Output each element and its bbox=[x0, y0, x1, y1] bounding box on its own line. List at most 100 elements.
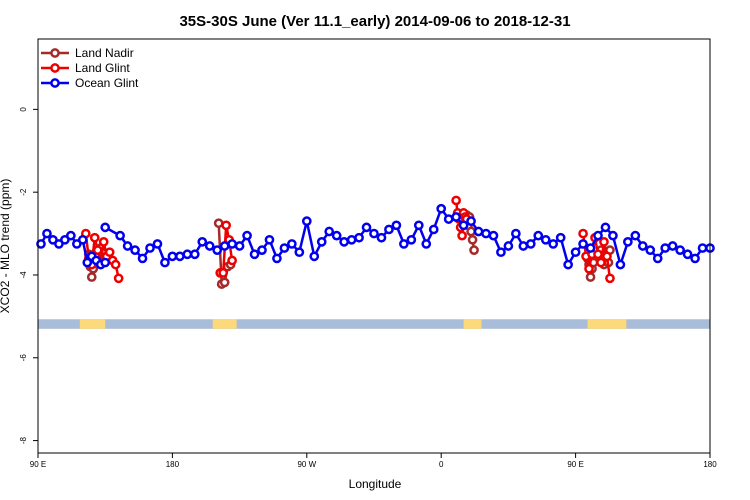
legend-marker bbox=[50, 63, 60, 73]
x-tick-label: 180 bbox=[166, 460, 180, 469]
data-point bbox=[279, 243, 290, 253]
data-point bbox=[615, 259, 626, 270]
data-point bbox=[66, 230, 76, 241]
data-point bbox=[384, 224, 394, 235]
data-point bbox=[652, 253, 663, 264]
data-point bbox=[115, 230, 125, 241]
data-point bbox=[145, 243, 155, 253]
data-point bbox=[436, 203, 447, 214]
data-point bbox=[42, 228, 52, 239]
data-point bbox=[682, 249, 693, 260]
data-point bbox=[467, 234, 478, 245]
data-point bbox=[339, 237, 349, 247]
x-axis: 90 E 180 90 W 0 90 E 180 bbox=[30, 453, 717, 469]
data-point bbox=[533, 230, 544, 241]
data-point bbox=[182, 249, 193, 260]
data-point bbox=[346, 234, 357, 245]
data-point bbox=[204, 241, 215, 251]
legend-item: Land Glint bbox=[41, 61, 130, 75]
data-point bbox=[294, 247, 305, 258]
data-point bbox=[391, 220, 402, 231]
land-region bbox=[463, 319, 482, 329]
y-tick-label: 0 bbox=[19, 107, 28, 112]
data-point bbox=[596, 257, 606, 268]
data-point bbox=[167, 251, 178, 262]
data-point bbox=[197, 237, 208, 247]
data-point bbox=[555, 232, 566, 243]
data-point bbox=[593, 230, 603, 241]
data-point bbox=[697, 243, 708, 253]
legend-label: Ocean Glint bbox=[75, 76, 139, 90]
data-point bbox=[227, 239, 237, 249]
data-point bbox=[406, 234, 417, 245]
data-point bbox=[77, 234, 88, 245]
data-point bbox=[469, 245, 479, 255]
chart-title: 35S-30S June (Ver 11.1_early) 2014-09-06… bbox=[179, 13, 570, 30]
data-point bbox=[585, 272, 596, 282]
data-point bbox=[540, 234, 551, 245]
data-point bbox=[457, 230, 467, 241]
data-point bbox=[100, 257, 111, 268]
data-point bbox=[309, 251, 320, 262]
data-point bbox=[599, 237, 609, 247]
y-tick-label: -6 bbox=[19, 354, 28, 362]
data-point bbox=[110, 259, 121, 270]
data-point bbox=[354, 232, 364, 243]
data-point bbox=[608, 230, 618, 241]
data-point bbox=[122, 241, 133, 251]
x-tick-label: 90 W bbox=[297, 460, 316, 469]
data-point bbox=[152, 239, 163, 249]
data-point bbox=[234, 241, 245, 251]
data-point bbox=[637, 241, 648, 251]
land-region bbox=[79, 319, 106, 329]
data-point bbox=[503, 241, 514, 251]
data-point bbox=[257, 245, 267, 255]
data-point bbox=[675, 245, 685, 255]
data-point bbox=[104, 247, 115, 258]
data-point bbox=[213, 218, 224, 229]
data-point bbox=[451, 212, 461, 222]
data-point bbox=[630, 230, 641, 241]
data-point bbox=[481, 228, 491, 239]
data-point bbox=[667, 241, 678, 251]
series-land-nadir bbox=[83, 210, 615, 289]
data-point bbox=[175, 251, 185, 262]
data-point bbox=[399, 239, 409, 249]
data-point bbox=[221, 220, 232, 231]
data-point bbox=[511, 228, 521, 239]
data-point bbox=[89, 232, 100, 243]
x-tick-label: 90 E bbox=[30, 460, 46, 469]
data-point bbox=[496, 247, 506, 258]
data-point bbox=[623, 237, 633, 247]
data-point bbox=[578, 239, 588, 249]
legend-item: Land Nadir bbox=[41, 46, 134, 60]
plot-frame bbox=[37, 38, 711, 454]
data-point bbox=[525, 239, 536, 249]
data-point bbox=[219, 277, 230, 288]
data-point bbox=[466, 216, 476, 227]
data-point bbox=[212, 245, 223, 255]
data-point bbox=[473, 226, 484, 237]
data-point bbox=[242, 230, 252, 241]
data-point bbox=[361, 222, 372, 233]
x-tick-label: 180 bbox=[703, 460, 717, 469]
data-point bbox=[451, 195, 461, 206]
legend-item: Ocean Glint bbox=[41, 76, 139, 90]
legend-marker bbox=[50, 48, 60, 58]
legend-label: Land Nadir bbox=[75, 46, 134, 60]
data-point bbox=[331, 230, 342, 241]
data-point bbox=[98, 237, 109, 247]
data-point bbox=[593, 249, 603, 260]
land-region bbox=[587, 319, 627, 329]
data-point bbox=[443, 214, 454, 224]
data-point bbox=[219, 241, 230, 251]
data-point bbox=[218, 268, 229, 278]
data-point bbox=[548, 239, 559, 249]
data-point bbox=[602, 251, 612, 262]
series-line bbox=[581, 233, 612, 279]
y-axis-title: XCO2 - MLO trend (ppm) bbox=[0, 179, 12, 314]
data-point bbox=[570, 247, 581, 258]
data-point bbox=[130, 245, 140, 255]
land-ocean-band bbox=[38, 319, 710, 329]
data-point bbox=[466, 226, 476, 237]
